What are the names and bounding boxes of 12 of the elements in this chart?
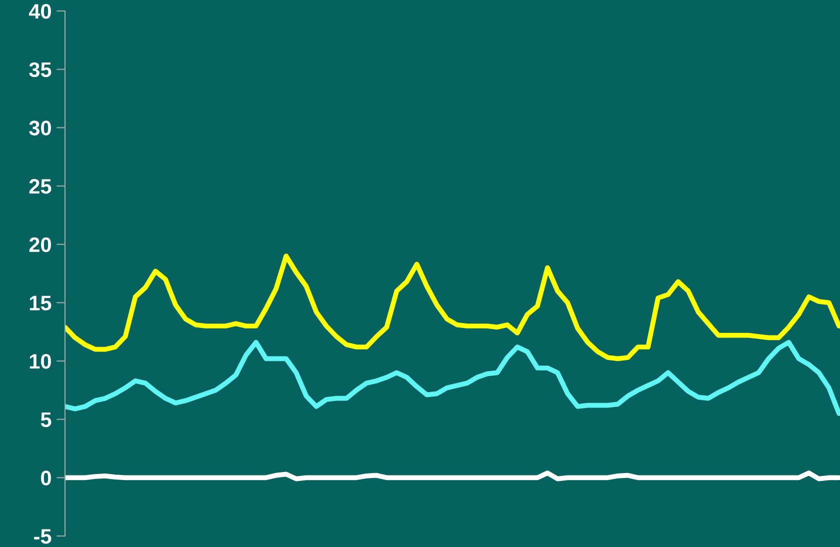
line-series xyxy=(65,254,840,362)
y-tick-label: 35 xyxy=(29,62,52,78)
y-tick-label: -5 xyxy=(34,529,52,544)
y-tick-label: 25 xyxy=(29,179,52,194)
y-tick-label: 10 xyxy=(30,354,51,369)
y-tick-label: 5 xyxy=(40,412,52,428)
y-tick-label: 15 xyxy=(30,296,52,310)
y-tick-label: 30 xyxy=(29,120,51,136)
y-tick-label: 20 xyxy=(29,237,51,252)
y-tick-label: 0 xyxy=(41,470,51,486)
y-tick-label: 40 xyxy=(28,4,51,19)
line-series xyxy=(65,340,840,416)
